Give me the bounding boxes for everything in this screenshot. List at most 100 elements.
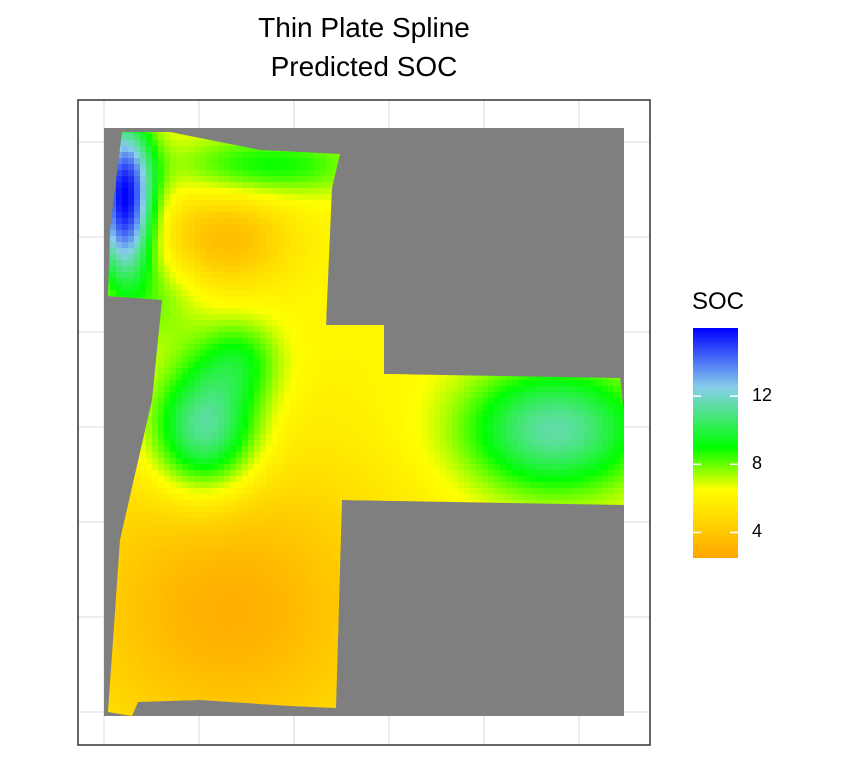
heat-cell [320, 452, 327, 459]
heat-cell [506, 422, 513, 429]
heat-cell [152, 272, 159, 279]
heat-cell [212, 248, 219, 255]
heat-cell [470, 398, 477, 405]
heat-cell [236, 236, 243, 243]
heat-cell [248, 176, 255, 183]
heat-cell [254, 248, 261, 255]
heat-cell [260, 206, 267, 213]
heat-cell [188, 146, 195, 153]
heat-cell [236, 278, 243, 285]
heat-cell [428, 440, 435, 447]
heat-cell [320, 320, 327, 327]
heat-cell [326, 218, 333, 225]
heat-cell [170, 248, 177, 255]
heat-cell [314, 350, 321, 357]
heat-cell [584, 428, 591, 435]
heat-cell [152, 152, 159, 159]
heat-cell [296, 446, 303, 453]
heat-cell [338, 368, 345, 375]
heat-cell [284, 302, 291, 309]
heat-cell [302, 452, 309, 459]
heat-cell [158, 200, 165, 207]
heat-cell [326, 368, 333, 375]
heat-cell [518, 386, 525, 393]
heat-cell [152, 164, 159, 171]
heat-cell [224, 416, 231, 423]
heat-cell [248, 272, 255, 279]
heat-cell [272, 374, 279, 381]
heat-cell [380, 452, 387, 459]
heat-cell [428, 464, 435, 471]
heat-cell [296, 170, 303, 177]
heat-cell [230, 446, 237, 453]
heat-cell [458, 398, 465, 405]
heat-cell [290, 242, 297, 249]
heat-cell [494, 386, 501, 393]
heat-cell [176, 236, 183, 243]
heat-cell [116, 266, 123, 273]
heat-cell [314, 308, 321, 315]
heat-cell [284, 242, 291, 249]
heat-cell [158, 410, 165, 417]
heat-cell [290, 458, 297, 465]
heat-cell [212, 446, 219, 453]
heat-cell [302, 446, 309, 453]
heat-cell [500, 428, 507, 435]
heat-cell [608, 380, 615, 387]
heat-cell [218, 446, 225, 453]
heat-cell [278, 260, 285, 267]
heat-cell [194, 230, 201, 237]
heat-cell [554, 386, 561, 393]
heat-cell [212, 200, 219, 207]
heat-cell [518, 440, 525, 447]
heat-cell [416, 446, 423, 453]
heat-cell [338, 326, 345, 333]
heat-cell [188, 434, 195, 441]
heat-cell [320, 338, 327, 345]
heat-cell [200, 218, 207, 225]
heat-cell [266, 152, 273, 159]
heat-cell [200, 296, 207, 303]
heat-cell [410, 446, 417, 453]
heat-cell [188, 416, 195, 423]
heat-cell [188, 188, 195, 195]
heat-cell [242, 266, 249, 273]
heat-cell [422, 446, 429, 453]
heat-cell [344, 368, 351, 375]
heat-cell [248, 368, 255, 375]
heat-cell [320, 218, 327, 225]
heat-cell [212, 350, 219, 357]
heat-cell [362, 326, 369, 333]
heat-cell [374, 326, 381, 333]
heat-cell [152, 146, 159, 153]
heat-cell [452, 392, 459, 399]
heat-cell [182, 200, 189, 207]
heat-cell [314, 152, 321, 159]
heat-cell [476, 440, 483, 447]
heat-cell [242, 212, 249, 219]
heat-cell [188, 368, 195, 375]
heat-cell [320, 308, 327, 315]
heat-cell [470, 428, 477, 435]
heat-cell [566, 452, 573, 459]
heat-cell [212, 434, 219, 441]
heat-cell [242, 278, 249, 285]
heat-cell [596, 392, 603, 399]
heat-cell [236, 272, 243, 279]
heat-cell [236, 284, 243, 291]
heat-cell [164, 158, 171, 165]
heat-cell [212, 266, 219, 273]
heat-cell [266, 278, 273, 285]
heat-cell [326, 410, 333, 417]
heat-cell [542, 416, 549, 423]
heat-cell [482, 380, 489, 387]
heat-cell [212, 176, 219, 183]
heat-cell [572, 428, 579, 435]
heat-cell [572, 452, 579, 459]
heat-cell [182, 410, 189, 417]
heat-cell [296, 374, 303, 381]
heat-cell [512, 380, 519, 387]
heat-cell [536, 416, 543, 423]
heat-cell [212, 308, 219, 315]
heat-cell [404, 404, 411, 411]
